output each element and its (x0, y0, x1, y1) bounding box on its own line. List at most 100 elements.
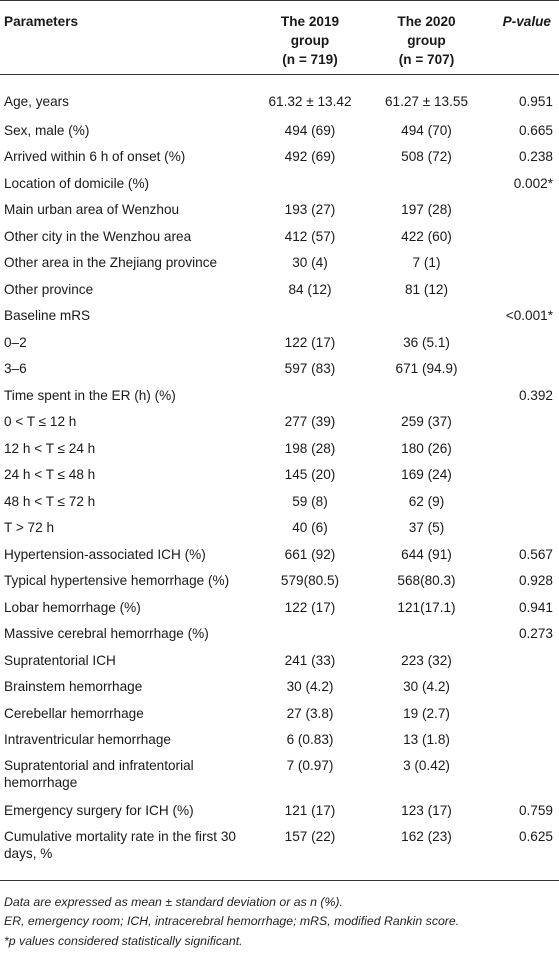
table-row: Lobar hemorrhage (%) 122 (17) 121(17.1) 0.9… (0, 594, 559, 621)
value-2020-cell: 197 (28) (401, 202, 452, 218)
value-2020-cell: 123 (17) (401, 802, 452, 818)
value-2019-cell: 145 (20) (284, 467, 336, 483)
parameter-cell: Cerebellar hemorrhage (4, 705, 144, 721)
value-2019-cell: 492 (69) (284, 149, 336, 165)
value-2020-cell: 180 (26) (401, 440, 452, 456)
parameter-cell: 0–2 (4, 334, 27, 350)
p-value-cell (483, 515, 559, 542)
p-value-cell: <0.001* (505, 308, 553, 324)
table-row: Supratentorial and infratentorial hemorr… (0, 753, 559, 797)
parameter-cell: 48 h < T ≤ 72 h (4, 493, 96, 509)
parameter-cell: Brainstem hemorrhage (4, 679, 143, 695)
header-2019-line1: The 2019 (280, 14, 340, 29)
value-2019-cell: 412 (57) (284, 228, 336, 244)
value-2020-cell: 644 (91) (401, 546, 452, 562)
parameter-cell: Location of domicile (%) (4, 175, 150, 191)
table-row: 24 h < T ≤ 48 h 145 (20) 169 (24) (0, 462, 559, 489)
value-2020-cell: 162 (23) (370, 823, 483, 881)
table-row: Other city in the Wenzhou area 412 (57) 42… (0, 223, 559, 250)
header-2020-line2: group (407, 33, 446, 48)
table-body: Age, years 61.32 ± 13.42 61.27 ± 13.55 0.95… (0, 75, 559, 881)
parameter-cell: Other city in the Wenzhou area (4, 228, 192, 244)
value-2019-cell: 241 (33) (284, 652, 336, 668)
value-2019-cell: 661 (92) (284, 546, 336, 562)
value-2020-cell (370, 170, 483, 197)
p-value-cell (483, 356, 559, 383)
parameter-cell: 0 < T ≤ 12 h (4, 414, 77, 430)
value-2019-cell: 193 (27) (284, 202, 336, 218)
value-2020-cell (370, 303, 483, 330)
table-row: Other province 84 (12) 81 (12) (0, 276, 559, 303)
table-row: Main urban area of Wenzhou 193 (27) 197 (2… (0, 197, 559, 224)
value-2020-cell: 62 (9) (408, 493, 445, 509)
parameter-cell: Age, years (4, 93, 69, 109)
p-value-cell: 0.002* (513, 175, 553, 191)
table-row: Age, years 61.32 ± 13.42 61.27 ± 13.55 0.95… (0, 75, 559, 118)
table-row: Massive cerebral hemorrhage (%) 0.273 (0, 621, 559, 648)
p-value-cell: 0.759 (518, 802, 553, 818)
table-row: Intraventricular hemorrhage 6 (0.83) 13 (1… (0, 727, 559, 754)
parameter-cell: 12 h < T ≤ 24 h (4, 440, 96, 456)
parameter-cell: Massive cerebral hemorrhage (%) (4, 626, 209, 642)
p-value-cell (483, 700, 559, 727)
p-value-cell (483, 197, 559, 224)
value-2019-cell (250, 382, 370, 409)
value-2019-cell: 494 (69) (284, 122, 336, 138)
p-value-cell (483, 223, 559, 250)
parameter-cell: Other province (4, 281, 94, 297)
header-2019-n: (n = 719) (282, 52, 338, 67)
table-row: 3–6 597 (83) 671 (94.9) (0, 356, 559, 383)
table-row: 0–2 122 (17) 36 (5.1) (0, 329, 559, 356)
p-value-cell (483, 674, 559, 701)
table-row: Typical hypertensive hemorrhage (%) 579(8… (0, 568, 559, 595)
characteristics-table: Parameters The 2019 group (n = 719) The … (0, 0, 559, 881)
value-2020-cell: 671 (94.9) (395, 361, 458, 377)
value-2020-cell: 169 (24) (401, 467, 452, 483)
value-2019-cell: 84 (12) (288, 281, 332, 297)
value-2020-cell: 508 (72) (401, 149, 452, 165)
table-row: Sex, male (%) 494 (69) 494 (70) 0.665 (0, 117, 559, 144)
table-row: Emergency surgery for ICH (%) 121 (17) 123… (0, 797, 559, 824)
value-2020-cell: 81 (12) (404, 281, 449, 297)
value-2019-cell: 30 (4) (292, 255, 328, 271)
parameter-cell: Emergency surgery for ICH (%) (4, 802, 194, 818)
value-2020-cell: 494 (70) (401, 122, 452, 138)
p-value-cell (483, 647, 559, 674)
value-2019-cell: 579(80.5) (280, 573, 340, 589)
p-value-cell (483, 276, 559, 303)
value-2019-cell: 59 (8) (292, 493, 328, 509)
table-row: Arrived within 6 h of onset (%) 492 (69) 5… (0, 144, 559, 171)
parameter-cell: Main urban area of Wenzhou (4, 202, 180, 218)
p-value-cell (483, 488, 559, 515)
p-value-cell: 0.392 (518, 387, 553, 403)
parameter-cell: Sex, male (%) (4, 122, 90, 138)
table-row: Location of domicile (%) 0.002* (0, 170, 559, 197)
p-value-cell (483, 435, 559, 462)
table-row: 48 h < T ≤ 72 h 59 (8) 62 (9) (0, 488, 559, 515)
table-row: Baseline mRS <0.001* (0, 303, 559, 330)
value-2019-cell: 122 (17) (284, 599, 336, 615)
value-2019-cell: 6 (0.83) (286, 732, 334, 748)
value-2020-cell: 30 (4.2) (403, 679, 450, 695)
p-value-cell: 0.567 (518, 546, 553, 562)
value-2020-cell: 121(17.1) (397, 599, 456, 615)
parameter-cell: Time spent in the ER (h) (%) (4, 387, 176, 403)
p-value-cell: 0.625 (483, 823, 559, 881)
parameter-cell: Typical hypertensive hemorrhage (%) (4, 573, 230, 589)
table-row: Cumulative mortality rate in the first 3… (0, 823, 559, 881)
parameter-cell: 3–6 (4, 361, 27, 377)
header-parameters: Parameters (0, 0, 250, 75)
header-2020-group: The 2020 group (n = 707) (370, 0, 483, 75)
header-2019-line2: group (290, 33, 330, 48)
parameter-cell: Cumulative mortality rate in the first 3… (0, 823, 250, 881)
value-2020-cell (370, 382, 483, 409)
value-2020-cell: 3 (0.42) (403, 758, 450, 773)
p-value-cell (483, 250, 559, 277)
p-value-cell: 0.941 (518, 599, 553, 615)
footnote-1: Data are expressed as mean ± standard de… (4, 894, 343, 909)
header-p-value: P-value (483, 0, 559, 75)
value-2020-cell: 422 (60) (401, 228, 452, 244)
header-2019-group: The 2019 group (n = 719) (250, 0, 370, 75)
table-row: Brainstem hemorrhage 30 (4.2) 30 (4.2) (0, 674, 559, 701)
